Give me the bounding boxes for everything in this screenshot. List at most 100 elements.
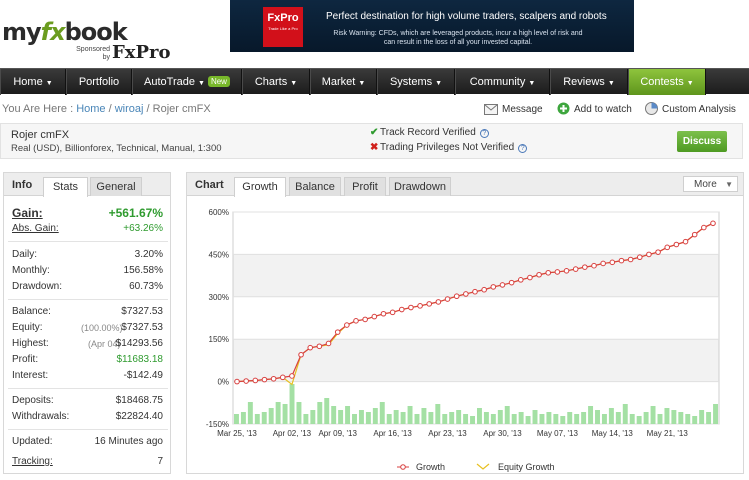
tab-balance[interactable]: Balance	[289, 177, 341, 196]
volume-bar	[421, 408, 427, 424]
stat-deposits: Deposits: $18468.75	[12, 395, 163, 406]
volume-bar	[629, 414, 635, 424]
page-actions: Message Add to watch Custom Analysis	[0, 102, 749, 118]
nav-community[interactable]: Community ▼	[455, 69, 550, 95]
growth-point	[325, 340, 332, 347]
volume-bar	[664, 408, 670, 424]
discuss-button[interactable]: Discuss	[677, 131, 727, 152]
growth-point	[261, 376, 268, 383]
volume-bar	[532, 410, 538, 424]
growth-point	[563, 267, 570, 274]
growth-point	[435, 299, 442, 305]
stat-profit: Profit: $11683.18	[12, 354, 163, 365]
volume-bar	[504, 406, 510, 424]
nav-systems[interactable]: Systems ▼	[377, 69, 455, 95]
tab-drawdown[interactable]: Drawdown	[389, 177, 451, 196]
divider	[8, 299, 168, 300]
volume-bar	[574, 414, 580, 424]
volume-bar	[706, 412, 712, 424]
volume-bar	[601, 414, 607, 424]
nav-home[interactable]: Home ▼	[0, 69, 66, 95]
fxpro-banner-logo: FxPro Trade Like a Pro	[263, 7, 303, 47]
y-tick-label: 450%	[209, 250, 229, 259]
volume-bar	[546, 412, 552, 424]
nav-charts[interactable]: Charts ▼	[242, 69, 310, 95]
growth-point	[636, 254, 643, 261]
plus-circle-icon	[557, 102, 570, 121]
growth-point	[673, 241, 680, 248]
stat-interest: Interest: -$142.49	[12, 370, 163, 381]
growth-point	[536, 271, 542, 278]
volume-bar	[400, 412, 406, 424]
info-panel: Info Stats General Gain: +561.67% Abs. Ga…	[3, 172, 171, 474]
tab-growth[interactable]: Growth	[234, 177, 286, 197]
nav-market[interactable]: Market ▼	[310, 69, 377, 95]
volume-bar	[414, 414, 420, 424]
volume-bar	[352, 414, 357, 424]
volume-bar	[608, 408, 614, 424]
y-tick-label: -150%	[206, 420, 229, 429]
legend-equity-marker	[476, 463, 490, 470]
growth-point	[609, 259, 616, 266]
x-tick-label: Apr 16, '13	[373, 429, 412, 438]
legend-growth-marker	[400, 464, 406, 470]
pie-chart-icon	[645, 102, 658, 121]
tab-profit[interactable]: Profit	[344, 177, 386, 196]
cross-icon: ✖	[370, 142, 379, 153]
volume-bar	[442, 414, 448, 424]
y-tick-label: 600%	[209, 208, 229, 217]
growth-point	[417, 303, 423, 309]
volume-bar	[511, 414, 517, 424]
volume-bar	[296, 402, 302, 424]
volume-bar	[428, 412, 434, 424]
myfxbook-logo[interactable]: myfxbook	[2, 18, 128, 46]
tab-general[interactable]: General	[90, 177, 142, 196]
banner-headline: Perfect destination for high volume trad…	[326, 11, 607, 22]
growth-point	[618, 257, 625, 264]
volume-bar	[657, 414, 663, 424]
y-tick-label: 300%	[209, 293, 229, 302]
growth-point	[362, 316, 368, 323]
volume-bar	[379, 402, 385, 424]
info-title: Info	[12, 179, 33, 191]
stat-abs-gain: Abs. Gain: +63.26%	[12, 223, 163, 234]
sponsor-logo[interactable]: FxPro	[112, 42, 171, 63]
nav-autotrade[interactable]: AutoTrade ▼ New	[132, 69, 242, 95]
x-tick-label: May 21, '13	[647, 429, 689, 438]
volume-bar	[539, 414, 545, 424]
track-record-status: ✔ Track Record Verified?	[370, 127, 489, 138]
stat-tracking: Tracking: 7	[12, 456, 163, 467]
volume-bar	[240, 412, 246, 424]
chevron-down-icon: ▼	[725, 180, 733, 189]
volume-bar	[338, 410, 344, 424]
custom-analysis-link[interactable]: Custom Analysis	[645, 102, 736, 118]
volume-bar	[234, 414, 239, 424]
stat-balance: Balance: $7327.53	[12, 306, 163, 317]
volume-bar	[331, 406, 337, 424]
nav-reviews[interactable]: Reviews ▼	[550, 69, 628, 95]
nav-portfolio[interactable]: Portfolio	[66, 69, 132, 95]
ad-banner[interactable]: FxPro Trade Like a Pro Perfect destinatio…	[230, 0, 634, 52]
growth-point	[234, 378, 240, 385]
add-to-watch-link[interactable]: Add to watch	[557, 102, 632, 118]
more-dropdown[interactable]: More ▼	[683, 176, 738, 192]
plot-area	[232, 211, 720, 425]
help-icon[interactable]: ?	[518, 144, 528, 153]
nav-contests[interactable]: Contests ▼	[628, 69, 706, 95]
volume-bar	[477, 408, 482, 424]
volume-bar	[324, 398, 330, 424]
growth-point	[600, 260, 606, 267]
help-icon[interactable]: ?	[479, 129, 489, 138]
stat-daily: Daily: 3.20%	[12, 249, 163, 260]
growth-point	[682, 238, 689, 245]
message-link[interactable]: Message	[484, 102, 543, 118]
volume-bar	[289, 384, 295, 424]
volume-bar	[268, 408, 274, 424]
breadcrumb-prefix: You Are Here :	[2, 103, 74, 115]
growth-point	[344, 322, 350, 328]
breadcrumb-home[interactable]: Home	[76, 103, 106, 115]
tab-stats[interactable]: Stats	[43, 177, 88, 197]
breadcrumb-user[interactable]: wiroaj	[114, 103, 144, 115]
volume-bar	[254, 414, 260, 424]
stat-updated: Updated: 16 Minutes ago	[12, 436, 163, 447]
